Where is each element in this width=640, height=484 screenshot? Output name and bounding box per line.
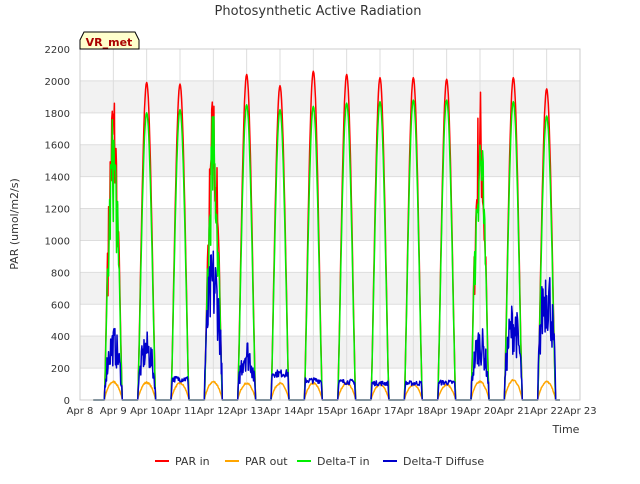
y-tick-label: 1600 [45, 141, 70, 152]
grid-band [80, 272, 580, 305]
grid-band [80, 208, 580, 241]
legend-label: PAR in [175, 455, 210, 468]
x-tick-label: Apr 14 [263, 406, 296, 417]
x-tick-label: Apr 16 [330, 406, 363, 417]
site-label: VR_met [86, 36, 133, 49]
x-tick-label: Apr 12 [197, 406, 230, 417]
y-tick-label: 2000 [45, 77, 70, 88]
site-label-box: VR_met [79, 31, 140, 50]
x-tick-label: Apr 8 [67, 406, 94, 417]
grid-band [80, 80, 580, 113]
x-tick-label: Apr 13 [230, 406, 263, 417]
y-axis-label: PAR (umol/m2/s) [8, 178, 21, 270]
plot-frame [79, 48, 581, 401]
y-tick-label: 0 [64, 396, 70, 407]
x-tick-label: Apr 20 [463, 406, 496, 417]
y-tick-label: 600 [51, 300, 70, 311]
legend-label: Delta-T in [317, 455, 370, 468]
y-tick-label: 800 [51, 268, 70, 279]
site-label-frame [79, 31, 140, 50]
x-tick-label: Apr 18 [397, 406, 430, 417]
y-tick-label: 200 [51, 364, 70, 375]
x-tick-label: Apr 22 [530, 406, 563, 417]
x-tick-label: Apr 15 [297, 406, 330, 417]
x-tick-label: Apr 23 [563, 406, 596, 417]
chart-title: Photosynthetic Active Radiation [215, 4, 422, 19]
y-tick-label: 1000 [45, 236, 70, 247]
y-tick-label: 400 [51, 332, 70, 343]
y-tick-label: 1200 [45, 205, 70, 216]
y-tick-label: 2200 [45, 45, 70, 56]
axes: 0 200 400 600 800 1000 1200 1400 1600 1800 2000 220… [45, 45, 597, 417]
x-tick-label: Apr 11 [163, 406, 196, 417]
legend-label: Delta-T Diffuse [403, 455, 484, 468]
x-tick-label: Apr 17 [363, 406, 396, 417]
x-tick-label: Apr 21 [497, 406, 530, 417]
grid-band [80, 336, 580, 369]
x-axis-label: Time [552, 423, 580, 436]
legend: PAR in PAR out Delta-T in Delta-T Diffuse [155, 455, 484, 468]
x-tick-label: Apr 9 [100, 406, 127, 417]
x-tick-label: Apr 19 [430, 406, 463, 417]
x-tick-label: Apr 10 [130, 406, 163, 417]
grid-bands [80, 80, 580, 369]
y-tick-label: 1800 [45, 109, 70, 120]
grid-band [80, 144, 580, 177]
legend-label: PAR out [245, 455, 288, 468]
y-tick-label: 1400 [45, 173, 70, 184]
